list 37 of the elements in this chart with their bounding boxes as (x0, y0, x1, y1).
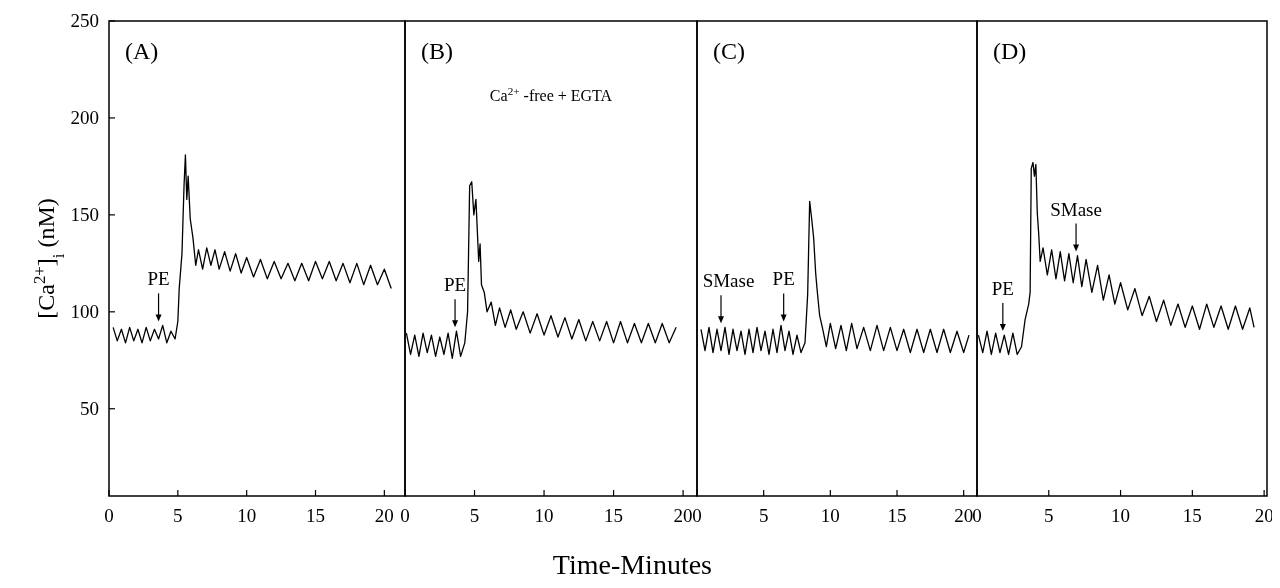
text: (B) (421, 38, 453, 64)
annotation: SMase (1050, 198, 1102, 220)
x-axis-title: Time-Minutes (552, 549, 712, 580)
annotation: PE (991, 278, 1014, 300)
annotation: PE (147, 268, 170, 290)
x-tick-label: 5 (469, 505, 480, 526)
x-tick-label: 10 (820, 505, 840, 526)
line-series (112, 154, 392, 344)
x-tick-label: 20 (374, 505, 394, 526)
x-tick-label: 0 (692, 505, 702, 526)
x-tick-label: 0 (400, 505, 410, 526)
x-tick-label: 20 (673, 505, 693, 526)
x-tick-label: 5 (173, 505, 183, 526)
x-tick-label: 15 (887, 505, 907, 526)
y-tick-label: 250 (70, 10, 99, 31)
x-tick-label: 5 (1044, 505, 1054, 526)
y-tick-label: 50 (80, 397, 99, 419)
text: (D) (993, 38, 1027, 64)
annotation: SMase (702, 270, 755, 292)
x-tick-label: 5 (758, 505, 769, 526)
x-tick-label: 0 (972, 505, 982, 526)
y-tick-label: 100 (70, 300, 99, 322)
x-tick-label: 15 (604, 505, 624, 526)
x-tick-label: 10 (1111, 505, 1131, 526)
x-tick-label: 15 (1182, 505, 1202, 526)
x-tick-label: 0 (104, 505, 114, 526)
x-tick-label: 10 (534, 505, 554, 526)
annotation: PE (772, 268, 795, 290)
text: (A) (125, 38, 159, 64)
x-tick-label: 20 (954, 505, 974, 526)
x-tick-label: 10 (237, 505, 257, 526)
y-tick-label: 200 (70, 106, 99, 128)
x-tick-label: 15 (306, 505, 326, 526)
y-tick-label: 150 (70, 203, 99, 225)
text: (C) (713, 38, 745, 64)
annotation: PE (443, 274, 467, 296)
annotation: Ca$^{2+}$ -free + EGTA (489, 85, 613, 104)
